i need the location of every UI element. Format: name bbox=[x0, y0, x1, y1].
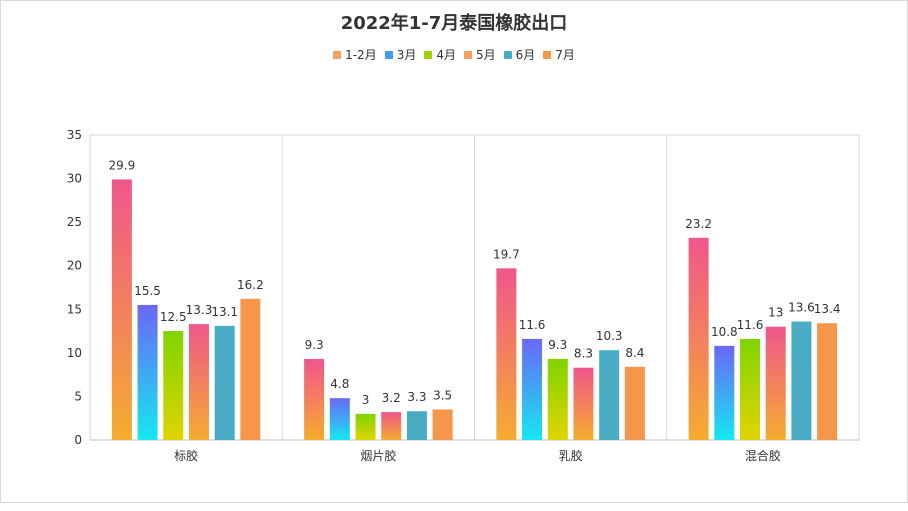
bar bbox=[547, 358, 568, 440]
chart-title: 2022年1-7月泰国橡胶出口 bbox=[340, 13, 568, 34]
bar bbox=[137, 304, 158, 440]
data-label: 13.3 bbox=[186, 303, 213, 317]
legend-label: 5月 bbox=[475, 48, 496, 62]
data-label: 29.9 bbox=[109, 158, 136, 172]
legend-item[interactable]: 6月 bbox=[503, 46, 536, 63]
data-label: 10.3 bbox=[596, 329, 623, 343]
legend-swatch bbox=[333, 50, 342, 59]
bar bbox=[163, 331, 184, 440]
bar bbox=[688, 237, 709, 440]
bar bbox=[599, 350, 620, 440]
data-label: 12.5 bbox=[160, 310, 187, 324]
bar bbox=[765, 326, 786, 440]
x-tick-label: 烟片胶 bbox=[360, 448, 396, 463]
data-label: 23.2 bbox=[685, 217, 712, 231]
data-label: 15.5 bbox=[134, 284, 161, 298]
bar bbox=[791, 321, 812, 440]
bar bbox=[381, 412, 402, 440]
bar bbox=[714, 345, 735, 440]
legend-label: 7月 bbox=[555, 48, 575, 62]
data-label: 8.4 bbox=[625, 346, 644, 360]
y-tick-label: 15 bbox=[67, 302, 82, 316]
data-label: 4.8 bbox=[330, 377, 349, 391]
legend-label: 4月 bbox=[436, 48, 456, 62]
data-label: 3 bbox=[362, 393, 370, 407]
bar bbox=[522, 338, 543, 440]
data-label: 3.5 bbox=[433, 389, 452, 403]
legend-swatch bbox=[424, 50, 433, 59]
legend-label: 1-2月 bbox=[345, 48, 377, 62]
bar bbox=[240, 298, 261, 440]
legend-item[interactable]: 5月 bbox=[463, 46, 496, 63]
data-label: 10.8 bbox=[711, 325, 738, 339]
y-tick-label: 20 bbox=[67, 259, 82, 273]
y-tick-label: 5 bbox=[74, 389, 82, 403]
bar bbox=[740, 338, 761, 440]
data-label: 9.3 bbox=[548, 338, 567, 352]
bar bbox=[432, 409, 453, 440]
bar bbox=[624, 366, 645, 440]
y-tick-label: 0 bbox=[74, 433, 82, 447]
chart-bars bbox=[111, 179, 838, 440]
bar bbox=[188, 324, 209, 440]
bar bbox=[111, 179, 132, 440]
data-label: 13.6 bbox=[788, 300, 815, 314]
bar bbox=[573, 367, 594, 440]
legend-swatch bbox=[543, 50, 552, 59]
legend-label: 6月 bbox=[515, 48, 536, 62]
y-tick-label: 10 bbox=[67, 346, 82, 360]
bar bbox=[406, 411, 427, 440]
data-label: 13.4 bbox=[814, 302, 841, 316]
bar bbox=[355, 413, 376, 440]
legend-swatch bbox=[503, 50, 512, 59]
chart-data-labels: 29.9 15.5 12.513.313.1 16.2 9.3 4.8 3 3.2 3.3 3.5… bbox=[109, 158, 841, 406]
bar bbox=[329, 398, 350, 440]
data-label: 3.3 bbox=[407, 390, 426, 404]
bar bbox=[496, 268, 517, 440]
legend-item[interactable]: 7月 bbox=[543, 46, 575, 63]
bar bbox=[304, 358, 325, 440]
data-label: 16.2 bbox=[237, 278, 264, 292]
x-tick-label: 混合胶 bbox=[745, 448, 781, 463]
data-label: 13 bbox=[768, 306, 783, 320]
data-label: 13.1 bbox=[211, 305, 238, 319]
legend-swatch bbox=[384, 50, 393, 59]
legend-item[interactable]: 1-2月 bbox=[333, 46, 377, 63]
chart-legend: 1-2月 3月 4月 5月 6月 7月 bbox=[0, 46, 908, 63]
data-label: 3.2 bbox=[382, 391, 401, 405]
y-tick-label: 35 bbox=[67, 128, 82, 142]
data-label: 9.3 bbox=[305, 338, 324, 352]
y-tick-label: 25 bbox=[67, 215, 82, 229]
x-tick-label: 标胶 bbox=[174, 448, 198, 463]
bar bbox=[817, 323, 838, 440]
data-label: 11.6 bbox=[737, 318, 764, 332]
legend-swatch bbox=[463, 50, 472, 59]
data-label: 19.7 bbox=[493, 247, 520, 261]
legend-label: 3月 bbox=[396, 48, 417, 62]
legend-item[interactable]: 4月 bbox=[424, 46, 456, 63]
data-label: 8.3 bbox=[574, 347, 593, 361]
y-tick-label: 30 bbox=[67, 172, 82, 186]
legend-item[interactable]: 3月 bbox=[384, 46, 417, 63]
x-tick-label: 乳胶 bbox=[559, 448, 583, 463]
bar bbox=[214, 325, 235, 440]
data-label: 11.6 bbox=[519, 318, 546, 332]
